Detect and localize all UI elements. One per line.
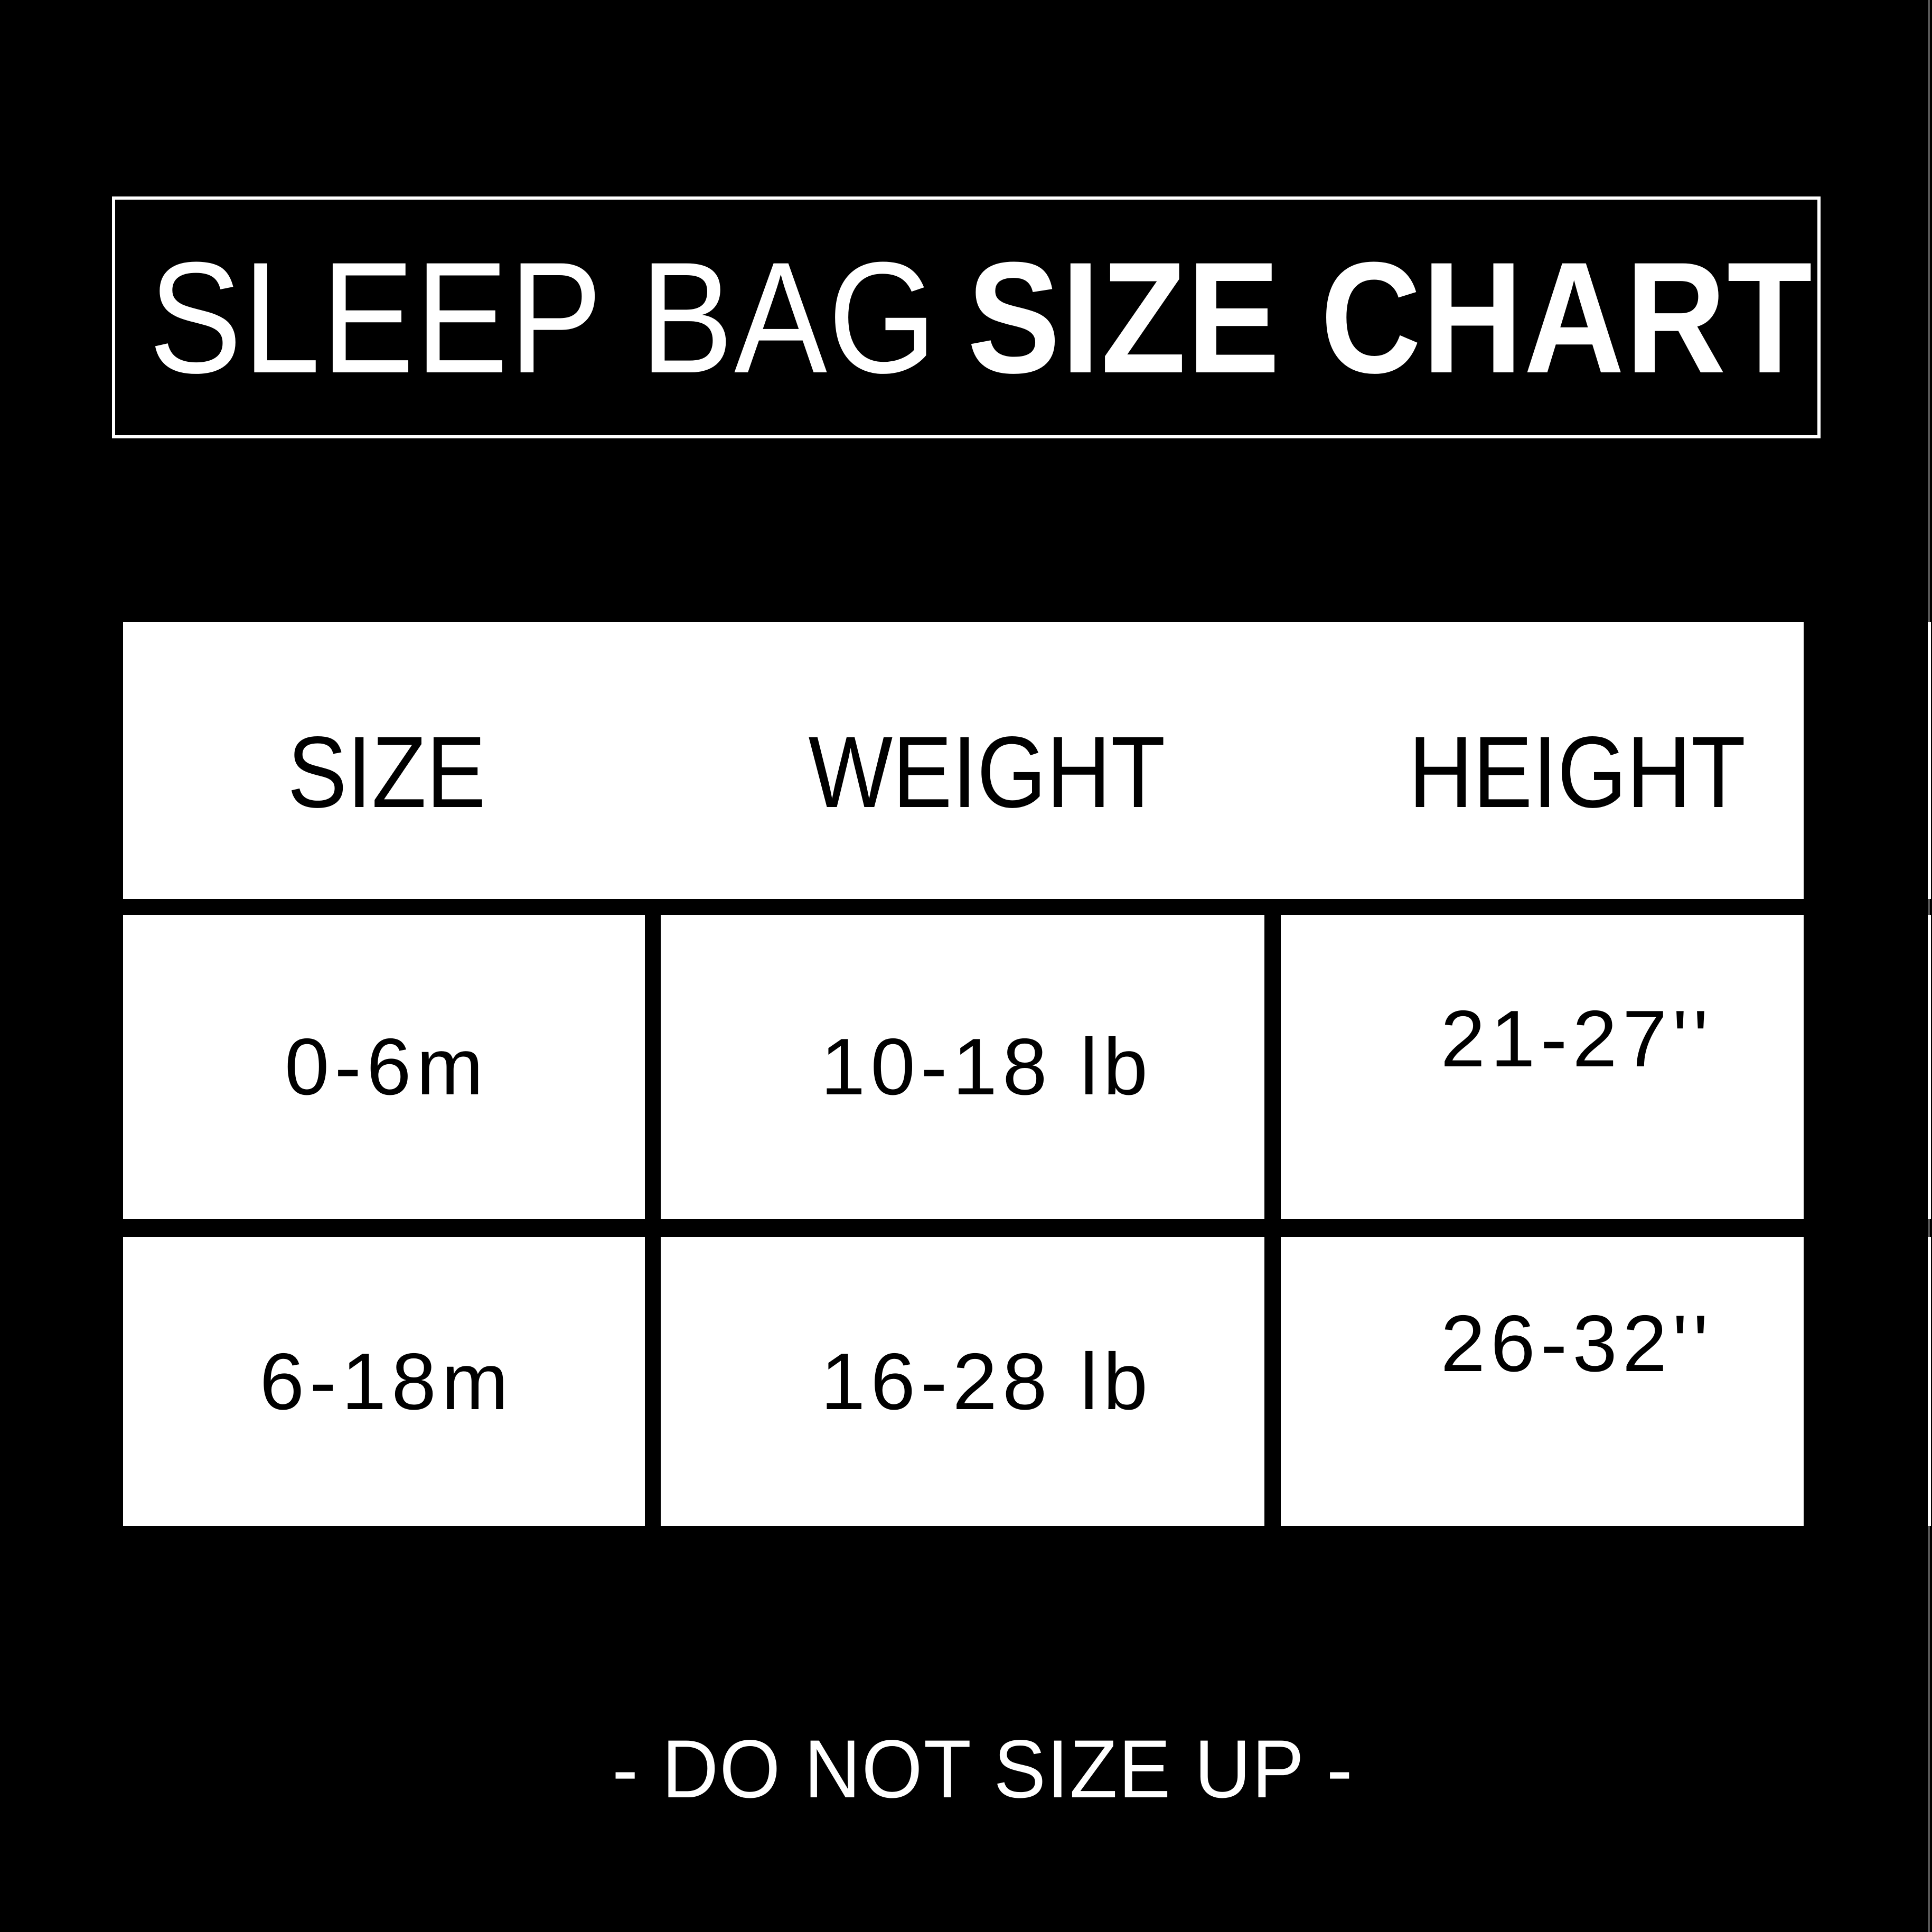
cell-row1-size: 0-6m	[123, 915, 645, 1219]
right-edge-sliver-segment-row1	[1928, 915, 1931, 1219]
cell-row1-weight-value: 10-18 lb	[820, 1022, 1153, 1112]
right-edge-sliver-segment-header	[1928, 622, 1931, 899]
cell-row2-height-value: 26-32''	[1440, 1298, 1714, 1389]
title-bold-part: SIZE CHART	[967, 229, 1814, 406]
cell-row1-weight: 10-18 lb	[661, 915, 1264, 1219]
right-edge-sliver-segment-row2	[1928, 1237, 1931, 1526]
cell-row2-size-value: 6-18m	[259, 1336, 514, 1427]
page-title: SLEEP BAG SIZE CHART	[149, 238, 1813, 397]
table-header-bar: SIZE WEIGHT HEIGHT	[123, 622, 1804, 899]
footer-note-container: - DO NOT SIZE UP -	[0, 1711, 1932, 1827]
title-regular-part: SLEEP BAG	[148, 229, 938, 406]
cell-row2-weight: 16-28 lb	[661, 1237, 1264, 1526]
cell-row2-size: 6-18m	[123, 1237, 645, 1526]
cell-row2-height: 26-32''	[1281, 1237, 1804, 1526]
title-box: SLEEP BAG SIZE CHART	[112, 196, 1821, 438]
cell-row1-height: 21-27''	[1281, 915, 1804, 1219]
cell-row1-height-value: 21-27''	[1440, 994, 1714, 1084]
footer-note: - DO NOT SIZE UP -	[612, 1723, 1354, 1815]
column-header-weight: WEIGHT	[808, 715, 1166, 829]
cell-row2-weight-value: 16-28 lb	[820, 1336, 1153, 1427]
column-header-height: HEIGHT	[1408, 715, 1746, 829]
cell-row1-size-value: 0-6m	[284, 1022, 489, 1112]
column-header-size: SIZE	[287, 715, 486, 829]
